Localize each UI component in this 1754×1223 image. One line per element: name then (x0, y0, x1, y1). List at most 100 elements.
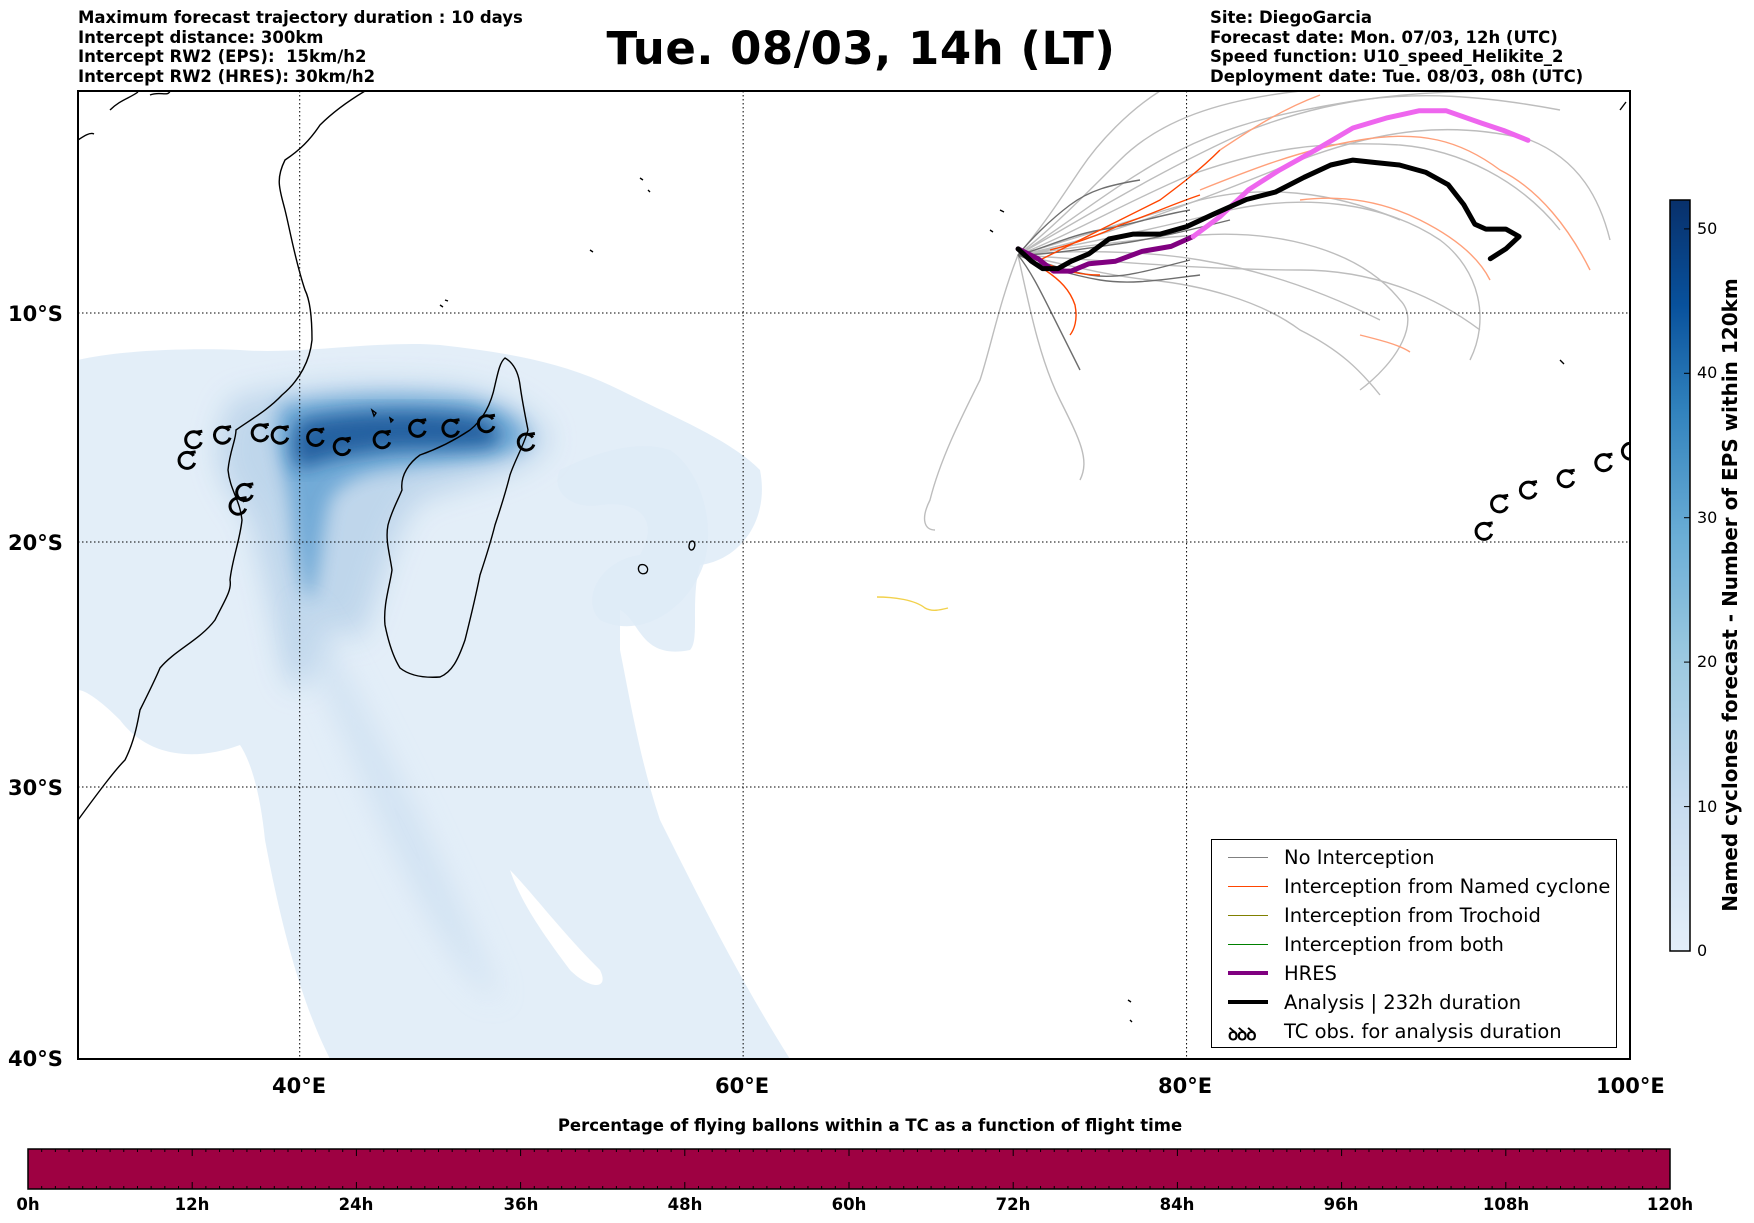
intercept-hres-text: Intercept RW2 (HRES): 30km/h2 (78, 66, 376, 86)
hres-track (1015, 234, 1196, 274)
legend-item-no-interception: No Interception (1222, 845, 1612, 873)
cyclone-icon (1620, 441, 1630, 461)
reunion-island (688, 540, 696, 551)
legend-item-hres: HRES (1222, 961, 1612, 989)
ensemble-trajectories (876, 91, 1611, 611)
cyclone-icon (1490, 493, 1509, 514)
legend-label: Analysis | 232h duration (1284, 991, 1522, 1014)
legend-swatch (1228, 944, 1268, 945)
cyclone-icon (213, 425, 232, 445)
colorbar-tick-30: 30 (1697, 508, 1718, 527)
legend-swatch (1228, 915, 1268, 916)
legend-label: No Interception (1284, 846, 1435, 869)
colorbar-tick-40: 40 (1697, 363, 1718, 382)
legend-label: Interception from Trochoid (1284, 904, 1541, 927)
site-text: Site: DiegoGarcia (1210, 8, 1373, 27)
no-interception-tracks (923, 91, 1611, 531)
colorbar-tick-20: 20 (1697, 652, 1718, 671)
density-east-arm (557, 446, 709, 627)
density-gap (510, 870, 603, 985)
analysis-track (1015, 157, 1522, 272)
intercept-distance-text: Intercept distance: 300km (78, 27, 324, 47)
cyclone-icon: ꝺꝺꝺ (1228, 1025, 1257, 1045)
cyclone-icon (1556, 468, 1576, 489)
hres-continuation-track (1190, 108, 1531, 239)
lon-label-100e: 100°E (1596, 1074, 1665, 1098)
lon-label-40e: 40°E (272, 1074, 327, 1098)
cyclone-icon (476, 413, 496, 434)
legend-label: Interception from both (1284, 933, 1504, 956)
forecast-date-text: Forecast date: Mon. 07/03, 12h (UTC) (1210, 27, 1558, 47)
flight-time-tick: 84h (1159, 1195, 1195, 1214)
lon-label-60e: 60°E (715, 1074, 770, 1098)
seychelles-islands (439, 177, 651, 308)
lon-label-80e: 80°E (1158, 1074, 1213, 1098)
comoros-islands (370, 408, 395, 424)
coastlines (78, 91, 1627, 1023)
legend-item-tc-obs: ꝺꝺꝺ TC obs. for analysis duration (1222, 1019, 1612, 1047)
legend-swatch (1228, 1000, 1268, 1004)
max-duration-text: Maximum forecast trajectory duration : 1… (78, 8, 523, 27)
africa-coastline (78, 91, 366, 821)
arabian-coast (78, 91, 171, 141)
cyclone-icon (177, 450, 197, 470)
flight-time-minor-ticks (27, 1149, 1671, 1189)
flight-time-tick: 108h (1482, 1195, 1530, 1214)
legend-swatch (1228, 971, 1268, 975)
cyclone-icon (372, 429, 392, 450)
lat-label-20s: 20°S (8, 531, 63, 555)
cyclone-icon (306, 427, 325, 447)
flight-time-tick: 72h (995, 1195, 1031, 1214)
named-cyclone-interception-light-tracks (1199, 94, 1591, 353)
flight-time-title: Percentage of flying ballons within a TC… (557, 1116, 1183, 1135)
colorbar-tick-10: 10 (1697, 797, 1718, 816)
mauritius-island (637, 563, 649, 575)
density-south-tail (300, 600, 500, 1000)
cyclone-icon (270, 425, 290, 445)
colorbar (1669, 199, 1691, 952)
lat-label-40s: 40°S (8, 1047, 63, 1071)
flight-time-tick: 24h (338, 1195, 374, 1214)
cyclone-icon (332, 436, 352, 457)
legend-item-both: Interception from both (1222, 932, 1612, 960)
cyclone-icon (1594, 452, 1613, 473)
legend-swatch (1228, 886, 1268, 887)
cyclone-icon (1474, 521, 1494, 541)
flight-time-tick: 0h (16, 1195, 40, 1214)
legend-item-named-cyclone: Interception from Named cyclone (1222, 874, 1612, 902)
legend-label: HRES (1284, 962, 1337, 985)
eps-density-swath (78, 343, 790, 1059)
colorbar-tick-0: 0 (1697, 941, 1708, 960)
cyclone-icon (516, 432, 536, 452)
page-title: Tue. 08/03, 14h (LT) (606, 22, 1116, 75)
legend-swatch (1228, 857, 1268, 858)
colorbar-tick-50: 50 (1697, 219, 1718, 238)
legend-item-trochoid: Interception from Trochoid (1222, 903, 1612, 931)
deployment-date-text: Deployment date: Tue. 08/03, 08h (UTC) (1210, 66, 1584, 86)
cyclone-icon (1518, 480, 1538, 500)
cyclone-icon (184, 429, 203, 450)
legend-label: TC obs. for analysis duration (1284, 1020, 1562, 1043)
trochoid-track (876, 596, 949, 611)
speed-function-text: Speed function: U10_speed_Helikite_2 (1210, 47, 1564, 66)
map-legend: No Interception Interception from Named … (1211, 839, 1617, 1048)
east-islands (989, 101, 1627, 1023)
header-left-info: Maximum forecast trajectory duration : 1… (78, 8, 523, 86)
tc-observation-markers (177, 413, 1630, 541)
gridlines (78, 91, 1630, 1059)
cyclone-icon (235, 482, 254, 502)
colorbar-ticks (1684, 228, 1690, 952)
header-right-info: Site: DiegoGarcia Forecast date: Mon. 07… (1210, 8, 1583, 86)
flight-time-tick: 60h (831, 1195, 867, 1214)
map-frame (77, 90, 1631, 1060)
flight-time-tick: 120h (1646, 1195, 1694, 1214)
flight-time-tick: 96h (1323, 1195, 1359, 1214)
intercept-eps-text: Intercept RW2 (EPS): 15km/h2 (78, 47, 367, 66)
legend-item-analysis: Analysis | 232h duration (1222, 990, 1612, 1018)
flight-time-tick: 12h (174, 1195, 210, 1214)
legend-label: Interception from Named cyclone (1284, 875, 1611, 898)
flight-time-tick: 36h (503, 1195, 539, 1214)
cyclone-icon (250, 422, 270, 443)
cyclone-icon (441, 418, 460, 438)
